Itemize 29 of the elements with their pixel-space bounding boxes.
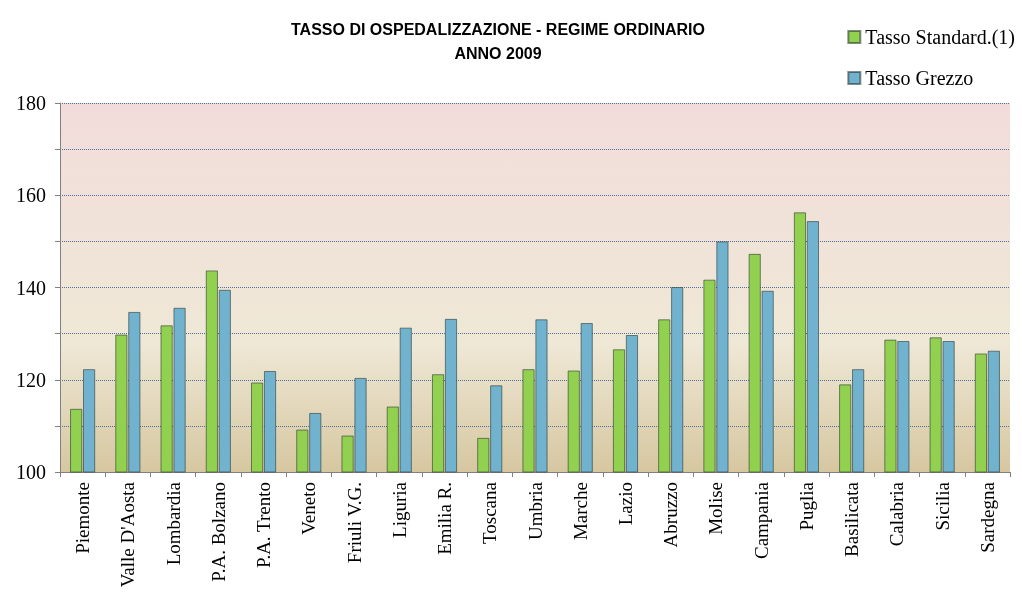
x-tick-label: Basilicata: [841, 481, 863, 557]
x-tick-label: Toscana: [479, 481, 501, 544]
x-tick-label: Sardegna: [976, 481, 998, 553]
legend-label: Tasso Grezzo: [865, 67, 974, 89]
x-tick-label: Campania: [750, 481, 772, 560]
x-tick-label: Lombardia: [162, 481, 184, 566]
x-tick-label: Puglia: [795, 481, 817, 531]
y-tick-label: 120: [16, 368, 46, 391]
x-tick-label: Molise: [705, 482, 727, 535]
x-tick-label: Marche: [569, 482, 591, 541]
x-tick-label: Valle D'Aosta: [117, 481, 139, 588]
x-tick-label: Liguria: [388, 481, 410, 538]
y-tick-label: 140: [16, 276, 46, 299]
y-tick-label: 180: [16, 92, 46, 114]
x-tick-label: P.A. Trento: [253, 482, 275, 569]
x-tick-label: Abruzzo: [660, 482, 682, 548]
x-tick-label: Piemonte: [72, 482, 94, 554]
x-tick-label: Veneto: [298, 482, 320, 535]
x-tick-label: Calabria: [886, 481, 908, 547]
x-tick-label: Friuli V.G.: [343, 482, 365, 564]
x-tick-label: Sicilia: [931, 481, 953, 531]
x-tick-label: Emilia R.: [434, 482, 456, 555]
x-tick-label: Lazio: [614, 482, 636, 526]
legend-label: Tasso Standard.(1): [865, 26, 1016, 49]
chart-title: TASSO DI OSPEDALIZZAZIONE - REGIME ORDINARIO ANNO 2009: [291, 20, 705, 62]
x-tick-label: Umbria: [524, 481, 546, 541]
y-tick-label: 160: [16, 184, 46, 207]
x-tick-label: P.A. Bolzano: [207, 482, 229, 582]
y-tick-label: 100: [16, 461, 46, 483]
